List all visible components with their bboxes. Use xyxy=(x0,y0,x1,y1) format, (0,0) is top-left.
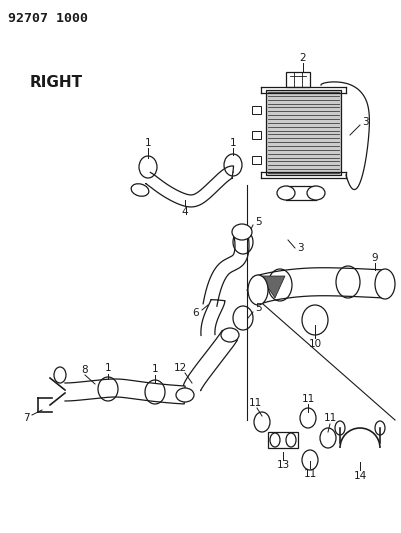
Text: 13: 13 xyxy=(276,460,290,470)
Ellipse shape xyxy=(277,186,295,200)
Text: RIGHT: RIGHT xyxy=(30,75,83,90)
Text: 4: 4 xyxy=(182,207,188,217)
Text: 11: 11 xyxy=(302,394,315,404)
Text: 10: 10 xyxy=(308,339,322,349)
Bar xyxy=(252,131,261,139)
Ellipse shape xyxy=(375,421,385,435)
Ellipse shape xyxy=(131,184,149,196)
Text: 6: 6 xyxy=(193,308,199,318)
Ellipse shape xyxy=(248,275,268,305)
Text: 12: 12 xyxy=(173,363,186,373)
Ellipse shape xyxy=(270,433,280,447)
Bar xyxy=(286,72,310,87)
Ellipse shape xyxy=(286,433,296,447)
Bar xyxy=(252,156,261,164)
Ellipse shape xyxy=(221,328,239,342)
Text: 3: 3 xyxy=(297,243,303,253)
Polygon shape xyxy=(260,276,285,298)
Text: 1: 1 xyxy=(145,138,151,148)
Text: 11: 11 xyxy=(248,398,261,408)
Text: 9: 9 xyxy=(372,253,378,263)
Bar xyxy=(252,106,261,114)
Ellipse shape xyxy=(54,367,66,383)
Text: 11: 11 xyxy=(323,413,336,423)
Text: 3: 3 xyxy=(362,117,368,127)
Text: 1: 1 xyxy=(230,138,236,148)
Ellipse shape xyxy=(335,421,345,435)
Bar xyxy=(268,432,298,448)
Text: 7: 7 xyxy=(23,413,29,423)
Ellipse shape xyxy=(176,388,194,402)
Ellipse shape xyxy=(307,186,325,200)
Text: 1: 1 xyxy=(152,364,158,374)
Text: 14: 14 xyxy=(353,471,367,481)
Ellipse shape xyxy=(232,224,252,240)
Text: 5: 5 xyxy=(255,303,261,313)
Text: 1: 1 xyxy=(105,363,111,373)
Text: 11: 11 xyxy=(304,469,317,479)
Text: 2: 2 xyxy=(300,53,306,63)
Text: 92707 1000: 92707 1000 xyxy=(8,12,88,25)
Text: 8: 8 xyxy=(82,365,88,375)
Bar xyxy=(266,90,341,175)
Ellipse shape xyxy=(375,269,395,299)
Text: 5: 5 xyxy=(255,217,261,227)
